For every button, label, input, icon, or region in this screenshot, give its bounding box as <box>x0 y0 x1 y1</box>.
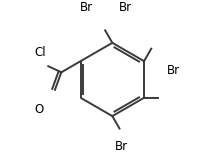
Text: O: O <box>35 103 44 116</box>
Text: Br: Br <box>80 1 93 14</box>
Text: Br: Br <box>167 64 180 77</box>
Text: Cl: Cl <box>35 46 46 59</box>
Text: Br: Br <box>114 140 128 153</box>
Text: Br: Br <box>119 1 132 14</box>
